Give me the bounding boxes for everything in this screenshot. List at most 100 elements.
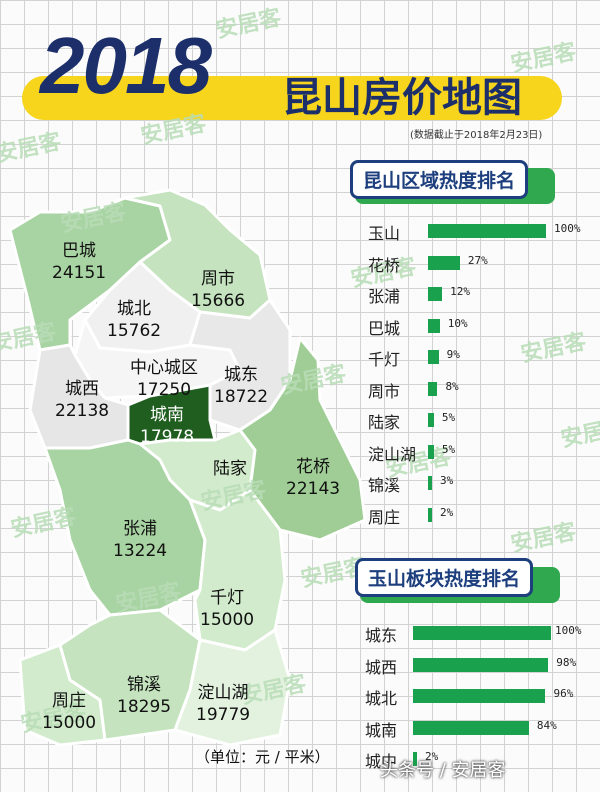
district-price: 24151: [52, 263, 107, 283]
district-label-lujia: 陆家: [213, 458, 247, 480]
district-dianshanhu: [173, 628, 292, 747]
district-name: 城南: [150, 405, 185, 425]
district-name: 淀山湖: [197, 683, 249, 703]
ranking-name: 巴城: [368, 318, 401, 338]
district-name: 中心城区: [130, 358, 198, 378]
district-label-chengdong: 城东 18722: [214, 364, 268, 408]
district-name: 城东: [224, 365, 259, 385]
district-price: 22143: [286, 479, 341, 499]
ranking-bar: [428, 381, 438, 396]
ranking-row: 城东 100%: [365, 618, 595, 650]
ranking-percent: 3%: [440, 474, 454, 487]
district-name: 巴城: [62, 241, 97, 261]
ranking-bar: [428, 255, 460, 270]
ranking-name: 城中: [365, 752, 398, 771]
district-price: 18295: [117, 697, 172, 717]
ranking-bar: [428, 444, 434, 459]
district-price: 22138: [55, 401, 110, 421]
ranking-row: 玉山 100%: [368, 216, 593, 248]
ranking-name: 花桥: [368, 255, 401, 275]
ranking-row: 淀山湖 5%: [368, 437, 593, 469]
district-price: 15000: [42, 713, 97, 733]
ranking-percent: 2%: [425, 750, 439, 763]
district-label-zhoushi: 周市 15666: [191, 268, 245, 312]
ranking-percent: 100%: [554, 222, 581, 235]
ranking-row: 巴城 10%: [368, 311, 593, 343]
ranking-name: 淀山湖: [368, 444, 417, 464]
ranking-row: 张浦 12%: [368, 279, 593, 311]
district-price: 17250: [136, 380, 192, 400]
block-ranking-title: 玉山板块热度排名: [355, 558, 534, 597]
district-label-zhangpu: 张浦 13224: [113, 518, 167, 562]
district-name: 周庄: [52, 691, 87, 711]
ranking-percent: 5%: [441, 442, 456, 456]
ranking-name: 玉山: [368, 224, 401, 243]
ranking-name: 张浦: [368, 287, 401, 306]
ranking-name: 城东: [365, 626, 398, 645]
ranking-bar: [413, 689, 546, 703]
ranking-row: 城北 96%: [365, 681, 595, 713]
data-date-note: (数据截止于2018年2月23日): [410, 130, 543, 141]
source-credit: 头条号 / 安居客: [380, 760, 506, 781]
district-label-zhouzhuang: 周庄 15000: [42, 690, 96, 734]
ranking-name: 周市: [368, 381, 401, 401]
district-label-qiandeng: 千灯 15000: [200, 587, 254, 631]
district-name: 陆家: [213, 459, 247, 479]
map-title: 昆山房价地图: [282, 75, 522, 121]
district-price: 13224: [113, 541, 168, 561]
district-label-chengbei: 城北 15762: [107, 298, 161, 342]
ranking-percent: 27%: [467, 253, 488, 267]
district-price: 17978: [140, 427, 195, 447]
ranking-percent: 100%: [555, 624, 582, 637]
district-label-huaqiao: 花桥 22143: [286, 456, 340, 500]
district-name: 锦溪: [127, 675, 162, 695]
unit-note: （单位：元 / 平米）: [195, 748, 330, 766]
district-name: 城北: [117, 299, 152, 319]
district-label-bacheng: 巴城 24151: [52, 240, 106, 284]
ranking-percent: 96%: [553, 687, 574, 700]
ranking-name: 周庄: [368, 507, 401, 527]
ranking-bar: [428, 507, 432, 522]
ranking-bar: [413, 752, 417, 766]
ranking-row: 周市 8%: [368, 374, 593, 406]
ranking-percent: 9%: [446, 348, 460, 361]
district-name: 张浦: [123, 519, 158, 539]
ranking-percent: 98%: [556, 655, 577, 669]
district-label-zhongxin: 中心城区 17250: [130, 357, 198, 401]
ranking-percent: 10%: [447, 316, 468, 330]
district-price: 15762: [107, 321, 162, 341]
district-price: 18722: [214, 387, 269, 407]
ranking-name: 城北: [365, 689, 398, 708]
ranking-bar: [413, 720, 529, 735]
ranking-name: 锦溪: [368, 476, 401, 495]
ranking-bar: [413, 657, 549, 672]
district-price: 15666: [191, 291, 246, 311]
ranking-percent: 8%: [445, 379, 459, 393]
ranking-name: 陆家: [368, 413, 401, 432]
district-name: 城西: [65, 379, 100, 399]
ranking-row: 千灯 9%: [368, 342, 593, 374]
title-banner: [22, 76, 562, 120]
ranking-percent: 2%: [440, 505, 454, 519]
ranking-bar: [428, 318, 440, 333]
district-label-jinxi: 锦溪 18295: [117, 674, 171, 718]
district-price: 19779: [196, 705, 251, 725]
ranking-row: 城西 98%: [365, 650, 595, 682]
year-heading: 2018: [40, 21, 212, 110]
block-ranking-list: 城东 100% 城西 98% 城北 96% 城南 84% 城中 2%: [365, 618, 595, 776]
district-name: 千灯: [210, 588, 245, 608]
ranking-row: 花桥 27%: [368, 248, 593, 280]
district-name: 周市: [201, 269, 236, 289]
ranking-bar: [413, 626, 551, 640]
ranking-row: 周庄 2%: [368, 500, 593, 532]
district-label-dianshanhu: 淀山湖 19779: [196, 682, 250, 726]
district-label-chengnan: 城南 17978: [140, 404, 194, 448]
region-ranking-list: 玉山 100% 花桥 27% 张浦 12% 巴城 10% 千灯 9% 周市 8% 陆家 5% 淀山湖 5% 锦溪…: [368, 216, 593, 531]
ranking-bar: [428, 476, 432, 490]
region-ranking-title: 昆山区域热度排名: [350, 160, 529, 199]
ranking-row: 城中 2%: [365, 744, 595, 776]
ranking-percent: 5%: [441, 411, 456, 424]
ranking-percent: 12%: [450, 285, 471, 298]
district-label-chengxi: 城西 22138: [55, 378, 109, 422]
